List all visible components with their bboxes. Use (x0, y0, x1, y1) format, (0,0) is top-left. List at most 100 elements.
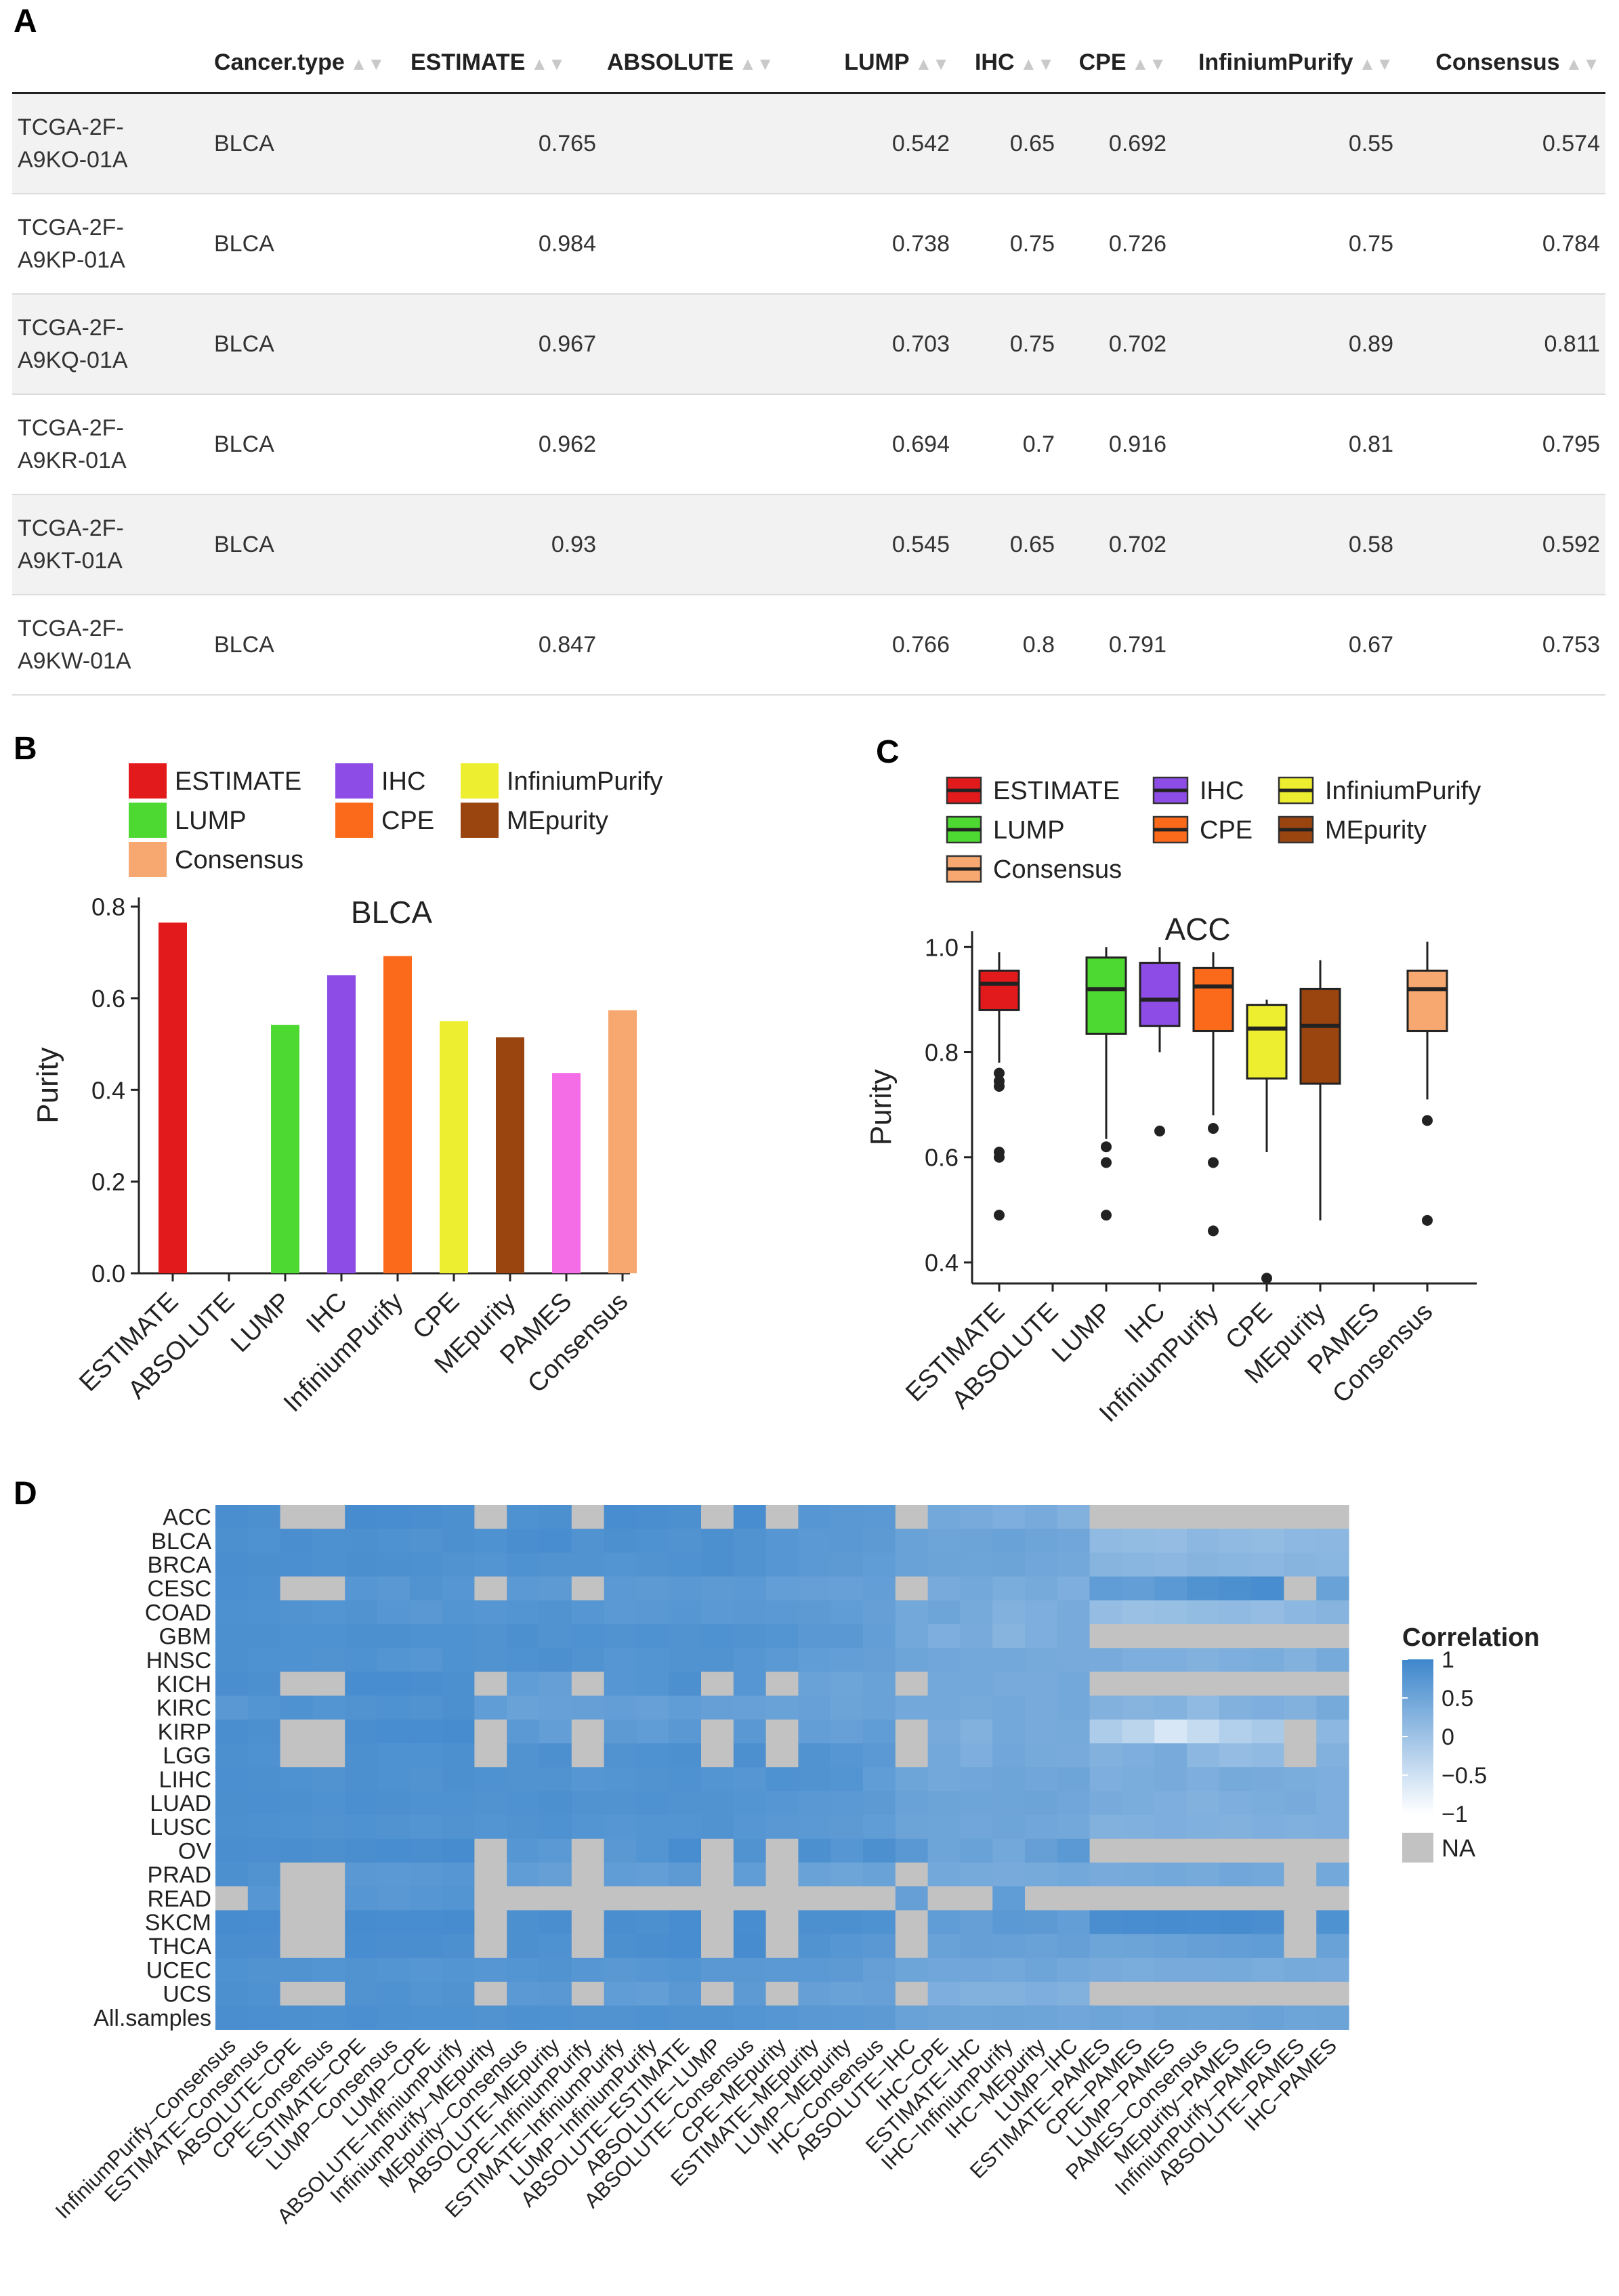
heatmap-cell (571, 1886, 605, 1911)
heatmap-cell (895, 1552, 929, 1577)
heatmap-cell (1025, 1838, 1058, 1863)
heatmap-cell (247, 1505, 281, 1529)
heatmap-cell (701, 1791, 734, 1816)
sort-icon[interactable]: ▲▼ (1565, 53, 1600, 74)
heatmap-cell (1122, 1672, 1155, 1697)
heatmap-cell (830, 1576, 864, 1601)
sort-icon[interactable]: ▲▼ (739, 53, 774, 74)
bar-infiniumpurify (383, 956, 412, 1273)
table-header-ihc[interactable]: IHC ▲▼ (974, 49, 1055, 75)
heatmap-cell (669, 1838, 702, 1863)
legend-tick-label: 1 (1442, 1647, 1454, 1673)
heatmap-cell (636, 1934, 669, 1959)
heatmap-cell (571, 1505, 605, 1529)
y-tick-label: 0.4 (925, 1249, 959, 1277)
heatmap-cell (1154, 1529, 1187, 1553)
heatmap-cell (1057, 1743, 1091, 1768)
heatmap-cell (1316, 1863, 1349, 1887)
heatmap-cell (1251, 1838, 1284, 1863)
heatmap-cell (604, 1863, 637, 1887)
heatmap-cell (377, 1934, 411, 1959)
estimate-cell: 0.93 (405, 494, 602, 595)
heatmap-cell (571, 1791, 605, 1816)
heatmap-cell (992, 1863, 1026, 1887)
heatmap-cell (636, 1624, 669, 1649)
heatmap-cell (280, 1695, 313, 1720)
heatmap-cell (798, 1934, 831, 1959)
table-header-absolute[interactable]: ABSOLUTE ▲▼ (607, 49, 774, 75)
heatmap-cell (701, 1957, 734, 1982)
heatmap-cell (960, 1648, 993, 1672)
heatmap-cell (1284, 1767, 1317, 1791)
heatmap-cell (409, 1863, 443, 1887)
box-chart-acc: ESTIMATE IHC InfiniumPurify LUMP CPE MEpurity… (864, 776, 1481, 1428)
heatmap-cell (247, 1743, 281, 1768)
table-header-consensus[interactable]: Consensus ▲▼ (1435, 49, 1600, 75)
legend-label: IHC (1200, 777, 1244, 805)
heatmap-cell (507, 1648, 540, 1672)
heatmap-cell (1122, 1934, 1155, 1959)
heatmap-cell (215, 1957, 249, 1982)
sort-icon[interactable]: ▲▼ (1019, 53, 1055, 74)
box-ihc (1139, 962, 1181, 1027)
heatmap-cell (247, 1672, 281, 1697)
heatmap-cell (927, 1791, 961, 1816)
heatmap-cell (863, 1743, 896, 1768)
heatmap-cell (409, 1529, 443, 1553)
heatmap-cell (765, 1957, 799, 1982)
cpe-cell: 0.916 (1060, 394, 1172, 494)
sort-icon[interactable]: ▲▼ (530, 53, 566, 74)
heatmap-cell (604, 1648, 637, 1672)
heatmap-cell (604, 1624, 637, 1649)
heatmap-cell (1187, 1814, 1220, 1840)
cpe-cell: 0.702 (1060, 293, 1172, 394)
estimate-cell: 0.962 (405, 394, 602, 494)
heatmap-cell (312, 1672, 345, 1697)
outlier-point (994, 1151, 1005, 1163)
heatmap-cell (765, 1552, 799, 1577)
heatmap-cell (895, 1814, 929, 1840)
heatmap-cell (733, 1600, 767, 1625)
heatmap-cell (377, 1505, 411, 1529)
row-label: THCA (148, 1934, 211, 1959)
heatmap-cell (215, 1552, 249, 1577)
heatmap-cell (215, 1934, 249, 1959)
heatmap-cell (539, 2005, 572, 2030)
heatmap-cell (1154, 1886, 1187, 1911)
heatmap-cell (1316, 1838, 1349, 1863)
sort-icon[interactable]: ▲▼ (350, 53, 385, 74)
heatmap-cell (409, 1934, 443, 1959)
heatmap-cell (733, 1982, 767, 2006)
sort-icon[interactable]: ▲▼ (1131, 53, 1166, 74)
heatmap-cell (280, 1552, 313, 1577)
sort-icon[interactable]: ▲▼ (914, 53, 950, 74)
row-label: BLCA (151, 1529, 211, 1554)
row-label: PRAD (148, 1863, 211, 1888)
heatmap-cell (280, 1791, 313, 1816)
heatmap-cell (507, 1743, 540, 1768)
heatmap-cell (1284, 1552, 1317, 1577)
sort-icon[interactable]: ▲▼ (1358, 53, 1393, 74)
bar-mepurity (496, 1037, 524, 1273)
heatmap-cell (1122, 1648, 1155, 1672)
heatmap-cell (1316, 1957, 1349, 1982)
table-header-cpe[interactable]: CPE ▲▼ (1078, 49, 1166, 75)
heatmap-cell (701, 1552, 734, 1577)
heatmap-cell (1187, 1886, 1220, 1911)
heatmap-cell (733, 1814, 767, 1840)
table-header-estimate[interactable]: ESTIMATE ▲▼ (411, 49, 566, 75)
heatmap-cell (1284, 1863, 1317, 1887)
row-label: HNSC (146, 1648, 211, 1674)
heatmap-cell (539, 1791, 572, 1816)
outlier-point (1101, 1210, 1112, 1221)
heatmap-cell (1219, 1910, 1253, 1935)
panel-label-d: D (14, 1476, 37, 1512)
heatmap-cell (571, 1600, 605, 1625)
table-header-cancer-type[interactable]: Cancer.type ▲▼ (214, 49, 385, 75)
heatmap-cell (960, 1552, 993, 1577)
heatmap-cell (280, 1957, 313, 1982)
y-tick-label: 0.0 (91, 1260, 125, 1288)
table-header-infiniumpurify[interactable]: InfiniumPurify ▲▼ (1198, 49, 1393, 75)
table-header-lump[interactable]: LUMP ▲▼ (844, 49, 950, 75)
heatmap-cell (345, 2005, 378, 2030)
